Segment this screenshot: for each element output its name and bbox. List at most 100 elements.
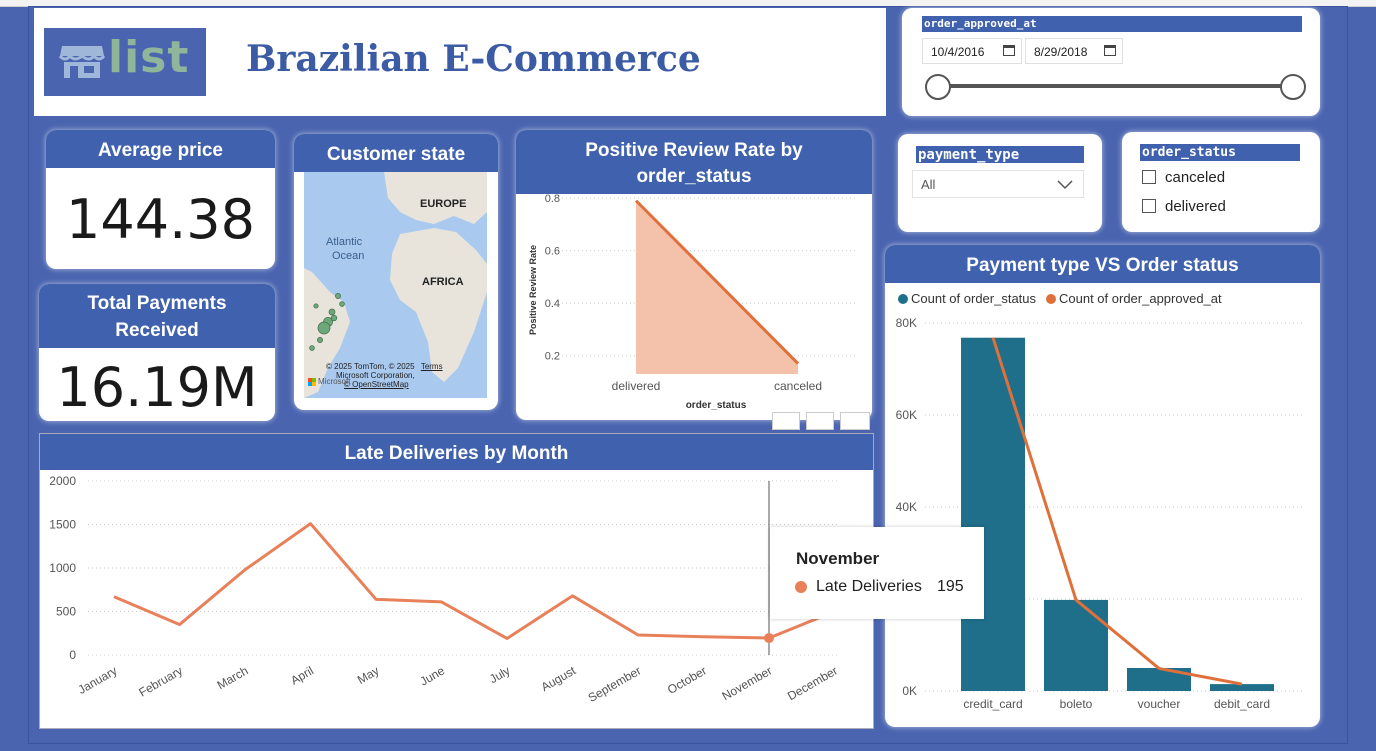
tooltip-dot bbox=[795, 581, 807, 593]
payment-type-slicer-title: payment_type bbox=[916, 146, 1084, 163]
x-tick-label: February bbox=[136, 663, 185, 699]
x-tick-label: April bbox=[288, 663, 316, 687]
y-axis-title: Positive Review Rate bbox=[528, 245, 538, 335]
hover-point bbox=[764, 633, 774, 644]
y-tick-label: 500 bbox=[56, 605, 76, 619]
series-line bbox=[634, 199, 800, 365]
end-date-value: 8/29/2018 bbox=[1034, 45, 1088, 59]
x-tick-label: July bbox=[487, 663, 512, 686]
avg-price-card: Average price 144.38 bbox=[46, 130, 275, 269]
x-tick-label: debit_card bbox=[1214, 697, 1270, 711]
legend-marker-count-order-approved-at bbox=[1046, 294, 1056, 304]
calendar-icon[interactable] bbox=[1104, 45, 1116, 56]
date-slider-end-handle[interactable] bbox=[1280, 74, 1306, 100]
bar-boleto bbox=[1044, 599, 1108, 691]
checkbox-canceled[interactable] bbox=[1142, 170, 1156, 184]
y-tick-label: 0.8 bbox=[545, 194, 560, 205]
y-tick-label: 0K bbox=[902, 684, 917, 698]
payment-type-dropdown[interactable]: All bbox=[912, 170, 1084, 198]
tooltip-value: 195 bbox=[937, 578, 964, 595]
y-tick-label: 2000 bbox=[49, 474, 76, 488]
series-line-order-approved-at bbox=[991, 337, 1243, 686]
tooltip: November Late Deliveries 195 bbox=[770, 527, 984, 619]
x-axis-title: order_status bbox=[686, 400, 747, 411]
map-label-europe: EUROPE bbox=[420, 198, 467, 210]
area-fill bbox=[636, 200, 798, 374]
late-deliveries-title: Late Deliveries by Month bbox=[40, 434, 873, 470]
map-label-ocean: Ocean bbox=[332, 250, 365, 262]
order-status-slicer: order_status canceled delivered bbox=[1122, 132, 1320, 232]
map-attribution-line2: Microsoft Corporation, bbox=[336, 371, 415, 380]
header-card: list Brazilian E-Commerce bbox=[34, 8, 886, 116]
x-tick-label: June bbox=[417, 663, 447, 688]
map-view[interactable]: EUROPE AFRICA Atlantic Ocean © 2025 TomT… bbox=[304, 172, 487, 398]
date-slicer: order_approved_at 10/4/2016 8/29/2018 bbox=[902, 8, 1320, 116]
x-tick-label: canceled bbox=[774, 379, 822, 393]
tooltip-title: November bbox=[796, 549, 880, 568]
calendar-icon[interactable] bbox=[1003, 45, 1015, 56]
date-slider-start-handle[interactable] bbox=[925, 74, 951, 100]
map-label-atlantic: Atlantic bbox=[326, 236, 363, 248]
payment-vs-status-card: Payment type VS Order status 0K20K40K60K… bbox=[885, 245, 1320, 727]
map-attribution: © 2025 TomTom, © 2025 Terms Microsoft Co… bbox=[326, 362, 486, 389]
date-slider-track[interactable] bbox=[938, 84, 1294, 88]
world-map bbox=[304, 172, 487, 398]
y-tick-label: 60K bbox=[896, 408, 917, 422]
map-attribution-line3[interactable]: © OpenStreetMap bbox=[344, 380, 409, 389]
x-tick-label: October bbox=[665, 663, 709, 696]
bar-debit_card bbox=[1210, 684, 1274, 691]
series-line-late-deliveries bbox=[113, 522, 836, 640]
y-tick-label: 80K bbox=[896, 316, 917, 330]
review-rate-card: Positive Review Rate by order_status 0.2… bbox=[516, 130, 872, 420]
y-tick-label: 1000 bbox=[49, 561, 76, 575]
y-tick-label: 0 bbox=[69, 648, 76, 662]
y-tick-label: 0.2 bbox=[545, 351, 560, 363]
map-attribution-line1: © 2025 TomTom, © 2025 bbox=[326, 362, 415, 371]
chevron-down-icon[interactable] bbox=[1057, 180, 1073, 190]
visual-header-icons[interactable] bbox=[772, 412, 870, 430]
end-date-input[interactable]: 8/29/2018 bbox=[1025, 38, 1123, 64]
map-label-africa: AFRICA bbox=[422, 276, 464, 288]
payment-type-selected: All bbox=[921, 177, 936, 192]
x-tick-label: August bbox=[539, 663, 579, 694]
logo-text: list bbox=[108, 32, 190, 83]
microsoft-logo bbox=[308, 378, 316, 386]
x-tick-label: January bbox=[76, 663, 120, 696]
x-tick-label: May bbox=[355, 663, 382, 686]
more-options-icon[interactable] bbox=[840, 412, 870, 430]
start-date-input[interactable]: 10/4/2016 bbox=[922, 38, 1022, 64]
y-tick-label: 0.6 bbox=[545, 246, 560, 258]
x-tick-label: December bbox=[785, 663, 840, 703]
x-tick-label: September bbox=[586, 663, 644, 704]
start-date-value: 10/4/2016 bbox=[931, 45, 985, 59]
focus-mode-icon[interactable] bbox=[806, 412, 834, 430]
tooltip-series: Late Deliveries bbox=[816, 578, 922, 595]
total-payments-title: Total Payments Received bbox=[39, 284, 275, 348]
map-card: Customer state EUROPE AFRICA Atlantic Oc… bbox=[294, 134, 498, 410]
page-title: Brazilian E-Commerce bbox=[246, 38, 701, 80]
pin-icon[interactable] bbox=[772, 412, 800, 430]
payment-type-slicer: payment_type All bbox=[898, 134, 1102, 232]
late-deliveries-card: Late Deliveries by Month 0 500 1000 1500 200… bbox=[39, 433, 874, 729]
payment-vs-status-chart: 0K20K40K60K80KCount of order_statusCount… bbox=[896, 291, 1305, 711]
map-title: Customer state bbox=[294, 134, 498, 172]
checkbox-delivered[interactable] bbox=[1142, 199, 1156, 213]
x-tick-label: boleto bbox=[1060, 697, 1093, 711]
y-tick-label: 0.4 bbox=[545, 298, 560, 310]
x-tick-label: credit_card bbox=[963, 697, 1022, 711]
bar-credit_card bbox=[961, 337, 1025, 691]
checkbox-canceled-label: canceled bbox=[1165, 169, 1226, 186]
map-terms-link[interactable]: Terms bbox=[420, 362, 443, 371]
date-slicer-title: order_approved_at bbox=[922, 16, 1302, 32]
microsoft-wordmark: Microsoft bbox=[318, 377, 351, 386]
y-tick-label: 40K bbox=[896, 500, 917, 514]
logo: list bbox=[44, 28, 206, 96]
y-tick-label: 1500 bbox=[49, 518, 76, 532]
x-tick-label: voucher bbox=[1138, 697, 1181, 711]
checkbox-delivered-label: delivered bbox=[1165, 198, 1226, 215]
bar-voucher bbox=[1127, 668, 1191, 691]
total-payments-value: 16.19M bbox=[56, 356, 258, 419]
payment-vs-status-title: Payment type VS Order status bbox=[885, 245, 1320, 283]
legend-label-count-order-approved-at: Count of order_approved_at bbox=[1059, 291, 1222, 306]
order-status-slicer-title: order_status bbox=[1140, 144, 1300, 161]
